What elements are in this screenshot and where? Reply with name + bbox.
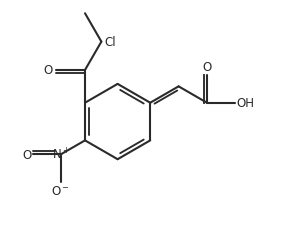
Text: O$^-$: O$^-$	[51, 184, 71, 197]
Text: N$^+$: N$^+$	[52, 147, 70, 162]
Text: O: O	[22, 148, 31, 161]
Text: Cl: Cl	[104, 36, 116, 49]
Text: OH: OH	[237, 97, 254, 110]
Text: O: O	[202, 61, 212, 74]
Text: O: O	[44, 64, 53, 77]
